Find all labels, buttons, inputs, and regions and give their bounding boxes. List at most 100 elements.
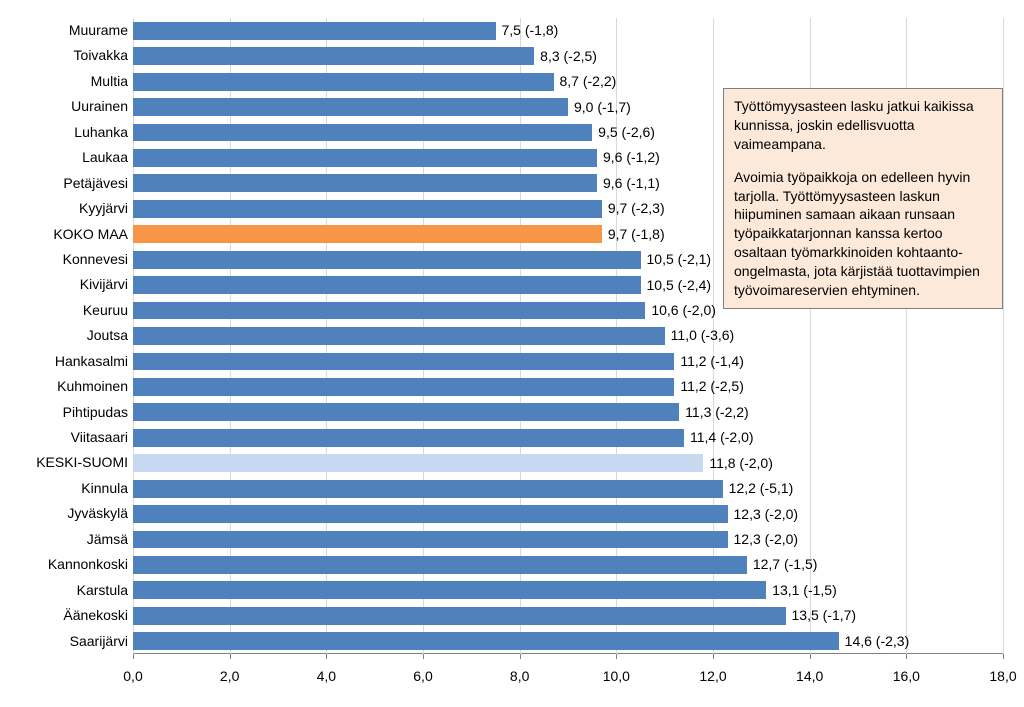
y-axis-label: KESKI-SUOMI <box>8 450 128 475</box>
bar-value-label: 9,6 (-1,1) <box>603 175 660 192</box>
y-axis-label: Keuruu <box>8 298 128 323</box>
bar-value-label: 12,3 (-2,0) <box>734 506 799 523</box>
x-tick-mark <box>520 654 521 659</box>
bar <box>133 251 641 269</box>
bar-row: 13,1 (-1,5) <box>133 578 1003 603</box>
bar-value-label: 8,3 (-2,5) <box>540 48 597 65</box>
y-axis-label: Kinnula <box>8 476 128 501</box>
y-axis-label: Uurainen <box>8 94 128 119</box>
info-box-paragraph: Työttömyysasteen lasku jatkui kaikissa k… <box>734 97 992 154</box>
bar <box>133 124 592 142</box>
y-axis-label: Kannonkoski <box>8 552 128 577</box>
bar-value-label: 13,1 (-1,5) <box>772 582 837 599</box>
y-axis-label: Luhanka <box>8 120 128 145</box>
bar-value-label: 9,7 (-2,3) <box>608 200 665 217</box>
bar-row: 7,5 (-1,8) <box>133 18 1003 43</box>
bar-value-label: 9,5 (-2,6) <box>598 124 655 141</box>
bar <box>133 429 684 447</box>
y-axis-label: Kyyjärvi <box>8 196 128 221</box>
bar-value-label: 11,4 (-2,0) <box>690 429 754 446</box>
x-tick-label: 2,0 <box>220 668 239 684</box>
bar-row: 12,3 (-2,0) <box>133 501 1003 526</box>
bar-value-label: 7,5 (-1,8) <box>502 22 559 39</box>
bar <box>133 174 597 192</box>
bar-value-label: 11,3 (-2,2) <box>685 404 749 421</box>
x-tick-label: 8,0 <box>510 668 529 684</box>
bar <box>133 327 665 345</box>
bar-value-label: 11,2 (-1,4) <box>680 353 744 370</box>
x-tick-mark <box>230 654 231 659</box>
bar <box>133 480 723 498</box>
bar-row: 11,0 (-3,6) <box>133 323 1003 348</box>
x-tick-mark <box>906 654 907 659</box>
y-axis-label: Joutsa <box>8 323 128 348</box>
bar-value-label: 10,5 (-2,4) <box>647 277 712 294</box>
y-axis-label: Jämsä <box>8 527 128 552</box>
bar <box>133 403 679 421</box>
bar-value-label: 13,5 (-1,7) <box>792 607 857 624</box>
x-tick-mark <box>810 654 811 659</box>
bar-value-label: 12,3 (-2,0) <box>734 531 799 548</box>
bar-value-label: 9,7 (-1,8) <box>608 226 665 243</box>
bar <box>133 276 641 294</box>
info-box-paragraph: Avoimia työpaikkoja on edelleen hyvin ta… <box>734 168 992 300</box>
y-axis-label: KOKO MAA <box>8 222 128 247</box>
bar <box>133 73 554 91</box>
bar-value-label: 10,6 (-2,0) <box>651 302 716 319</box>
bar-value-label: 9,0 (-1,7) <box>574 99 631 116</box>
x-tick-label: 6,0 <box>413 668 432 684</box>
x-tick-label: 10,0 <box>603 668 630 684</box>
bar <box>133 353 674 371</box>
x-tick-label: 18,0 <box>989 668 1016 684</box>
x-tick-label: 16,0 <box>893 668 920 684</box>
y-axis-label: Jyväskylä <box>8 501 128 526</box>
y-axis-label: Petäjävesi <box>8 171 128 196</box>
bar-value-label: 8,7 (-2,2) <box>560 73 617 90</box>
y-axis-label: Kuhmoinen <box>8 374 128 399</box>
bar-row: 11,3 (-2,2) <box>133 400 1003 425</box>
bar-value-label: 11,8 (-2,0) <box>709 455 773 472</box>
info-box: Työttömyysasteen lasku jatkui kaikissa k… <box>723 88 1003 309</box>
x-tick-mark <box>423 654 424 659</box>
bar-row: 14,6 (-2,3) <box>133 629 1003 654</box>
y-axis-label: Laukaa <box>8 145 128 170</box>
bar <box>133 378 674 396</box>
x-tick-label: 14,0 <box>796 668 823 684</box>
bar-row: 12,7 (-1,5) <box>133 552 1003 577</box>
bar-value-label: 14,6 (-2,3) <box>845 633 910 650</box>
y-axis-label: Multia <box>8 69 128 94</box>
x-tick-mark <box>133 654 134 659</box>
y-axis-label: Muurame <box>8 18 128 43</box>
bar <box>133 98 568 116</box>
bar <box>133 454 703 472</box>
y-axis-label: Karstula <box>8 578 128 603</box>
bar <box>133 556 747 574</box>
bar <box>133 149 597 167</box>
bar-value-label: 12,2 (-5,1) <box>729 480 794 497</box>
x-tick-label: 0,0 <box>123 668 142 684</box>
bar-row: 11,4 (-2,0) <box>133 425 1003 450</box>
bar <box>133 607 786 625</box>
x-axis: 0,02,04,06,08,010,012,014,016,018,0 <box>133 654 1003 694</box>
bar-row: 12,3 (-2,0) <box>133 527 1003 552</box>
x-tick-label: 12,0 <box>699 668 726 684</box>
y-axis-label: Äänekoski <box>8 603 128 628</box>
gridline <box>1003 18 1004 654</box>
bar-row: 13,5 (-1,7) <box>133 603 1003 628</box>
unemployment-bar-chart: 7,5 (-1,8) 8,3 (-2,5) 8,7 (-2,2) 9,0 (-1,7)… <box>0 0 1024 707</box>
y-axis-label: Viitasaari <box>8 425 128 450</box>
y-axis-label: Hankasalmi <box>8 349 128 374</box>
bar <box>133 22 496 40</box>
x-tick-mark <box>713 654 714 659</box>
bar <box>133 302 645 320</box>
bar-row: 11,2 (-2,5) <box>133 374 1003 399</box>
bar <box>133 632 839 650</box>
bar <box>133 581 766 599</box>
y-axis-label: Saarijärvi <box>8 629 128 654</box>
x-tick-mark <box>1003 654 1004 659</box>
bar-value-label: 11,0 (-3,6) <box>671 327 735 344</box>
bar-value-label: 12,7 (-1,5) <box>753 556 818 573</box>
bar-row: 11,2 (-1,4) <box>133 349 1003 374</box>
bar <box>133 200 602 218</box>
x-tick-mark <box>616 654 617 659</box>
